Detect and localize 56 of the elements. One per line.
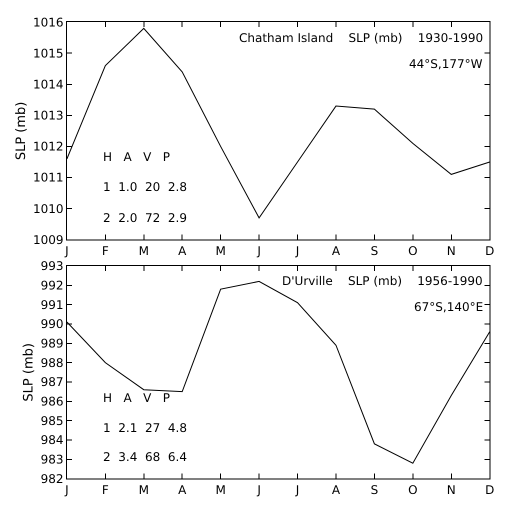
y-tick-label: 1012 [32,140,64,154]
y-tick-label: 1015 [32,46,64,60]
y-tick-label: 984 [40,433,64,448]
y-tick-label: 1016 [32,15,64,30]
x-tick-label: N [446,244,456,258]
x-tick-label: D [485,244,494,258]
x-tick-label: N [446,483,456,498]
annotation: H A V P [103,150,170,164]
x-tick-label: O [408,244,418,258]
y-tick-label: 983 [40,452,64,467]
y-tick-label: 985 [40,414,64,428]
x-tick-label: F [102,244,109,258]
y-axis-title: SLP (mb) [22,343,37,402]
x-tick-label: J [294,483,300,498]
x-tick-label: J [64,483,69,498]
x-tick-label: A [178,483,188,498]
annotation: 1 2.1 27 4.8 [103,421,187,435]
annotation: 2 2.0 72 2.9 [103,211,187,225]
y-tick-label: 1010 [32,202,64,216]
x-tick-label: S [370,483,378,498]
y-tick-label: 991 [40,298,64,312]
y-tick-label: 1014 [32,78,64,92]
x-tick-label: S [370,244,378,258]
text: D'Urville SLP (mb) 1956-1990 [282,274,483,288]
x-tick-label: O [408,483,418,498]
x-tick-label: M [138,244,149,258]
x-tick-label: J [256,483,261,498]
annotation: H A V P [103,391,170,405]
y-tick-label: 987 [40,375,64,390]
x-tick-label: J [64,244,69,258]
x-tick-label: M [215,483,226,498]
annotation: 2 3.4 68 6.4 [103,450,187,464]
y-tick-label: 1009 [32,232,64,247]
y-tick-label: 992 [40,278,64,292]
x-tick-label: M [215,244,226,258]
text: 44°S,177°W [409,57,483,71]
text: Chatham Island SLP (mb) 1930-1990 [239,31,484,45]
y-tick-label: 982 [40,472,64,486]
y-tick-label: 1013 [32,108,64,123]
annotation: 1 1.0 20 2.8 [103,180,187,194]
y-tick-label: 989 [40,336,64,350]
y-tick-label: 990 [40,317,64,332]
x-tick-label: J [256,244,261,258]
text: 67°S,140°E [414,300,484,314]
x-tick-label: A [332,483,341,498]
y-tick-label: 988 [40,356,64,370]
y-tick-label: 993 [40,259,64,274]
x-tick-label: M [138,483,149,498]
y-tick-label: 986 [40,394,64,409]
x-tick-label: F [102,483,109,498]
y-tick-label: 1011 [32,170,64,185]
x-tick-label: A [178,244,188,258]
y-axis-title: SLP (mb) [14,102,29,160]
x-tick-label: A [332,244,341,258]
x-tick-label: D [485,483,494,498]
x-tick-label: J [294,244,300,258]
